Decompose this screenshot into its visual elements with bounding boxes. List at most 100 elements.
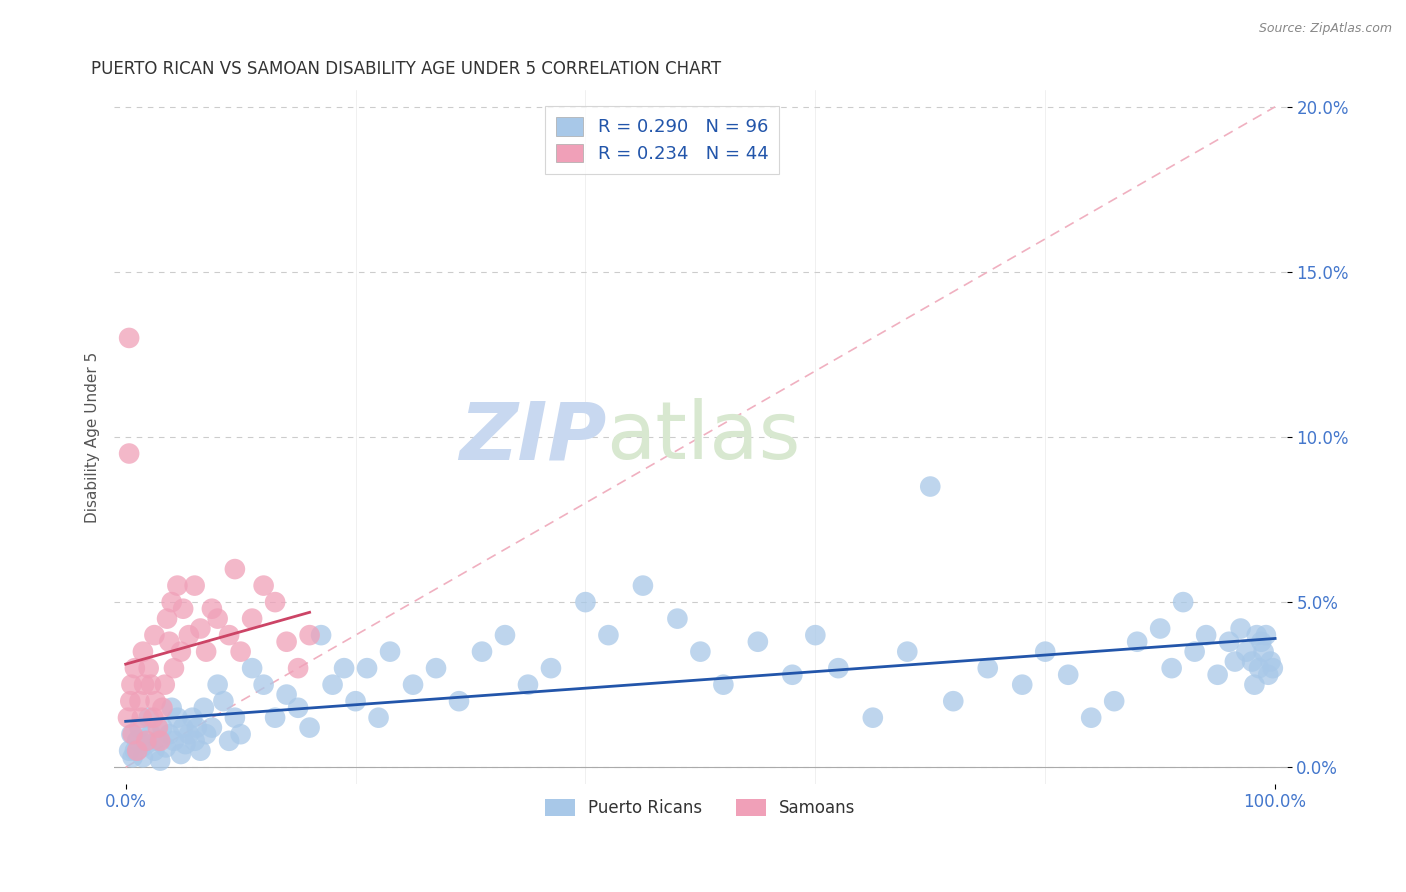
Point: [172, 601, 194, 615]
Point: [132, 645, 155, 659]
Point: [1149, 622, 1171, 636]
Point: [170, 747, 193, 761]
Point: [287, 661, 309, 675]
Point: [132, 678, 155, 692]
Point: [1206, 667, 1229, 681]
Point: [138, 711, 160, 725]
Point: [170, 645, 193, 659]
Point: [240, 612, 263, 626]
Point: [827, 661, 849, 675]
Point: [1011, 678, 1033, 692]
Point: [146, 721, 169, 735]
Point: [135, 737, 157, 751]
Point: [1253, 645, 1275, 659]
Point: [747, 634, 769, 648]
Text: PUERTO RICAN VS SAMOAN DISABILITY AGE UNDER 5 CORRELATION CHART: PUERTO RICAN VS SAMOAN DISABILITY AGE UN…: [91, 60, 721, 78]
Point: [218, 733, 240, 747]
Point: [287, 700, 309, 714]
Point: [120, 694, 142, 708]
Point: [494, 628, 516, 642]
Point: [862, 711, 884, 725]
Point: [149, 733, 172, 747]
Point: [1260, 655, 1282, 669]
Point: [143, 744, 166, 758]
Point: [124, 661, 146, 675]
Point: [166, 711, 188, 725]
Point: [344, 694, 367, 708]
Point: [1173, 595, 1195, 609]
Point: [218, 628, 240, 642]
Point: [276, 634, 298, 648]
Point: [1160, 661, 1182, 675]
Point: [120, 678, 142, 692]
Point: [1254, 628, 1277, 642]
Point: [447, 694, 470, 708]
Point: [1250, 634, 1272, 648]
Point: [163, 733, 186, 747]
Point: [190, 622, 212, 636]
Point: [207, 612, 229, 626]
Point: [402, 678, 425, 692]
Point: [517, 678, 540, 692]
Point: [160, 595, 183, 609]
Point: [264, 595, 287, 609]
Point: [977, 661, 1000, 675]
Point: [193, 700, 215, 714]
Point: [121, 727, 143, 741]
Point: [152, 700, 174, 714]
Point: [183, 579, 205, 593]
Point: [186, 721, 208, 735]
Point: [160, 700, 183, 714]
Point: [174, 737, 197, 751]
Point: [1218, 634, 1240, 648]
Point: [711, 678, 734, 692]
Point: [177, 727, 200, 741]
Point: [1247, 661, 1270, 675]
Point: [155, 740, 177, 755]
Point: [152, 721, 174, 735]
Point: [149, 754, 172, 768]
Point: [120, 727, 142, 741]
Point: [1184, 645, 1206, 659]
Point: [252, 678, 274, 692]
Point: [121, 750, 143, 764]
Point: [631, 579, 654, 593]
Point: [195, 645, 218, 659]
Point: [1126, 634, 1149, 648]
Point: [1033, 645, 1056, 659]
Point: [240, 661, 263, 675]
Point: [1261, 661, 1284, 675]
Point: [1057, 667, 1080, 681]
Point: [229, 727, 252, 741]
Point: [142, 711, 165, 725]
Point: [131, 711, 153, 725]
Point: [138, 661, 160, 675]
Point: [124, 744, 146, 758]
Point: [1223, 655, 1246, 669]
Point: [139, 727, 162, 741]
Point: [1257, 667, 1279, 681]
Point: [1080, 711, 1102, 725]
Point: [157, 727, 180, 741]
Point: [540, 661, 562, 675]
Point: [207, 678, 229, 692]
Point: [229, 645, 252, 659]
Point: [139, 678, 162, 692]
Point: [177, 628, 200, 642]
Point: [333, 661, 356, 675]
Point: [224, 711, 246, 725]
Point: [118, 744, 141, 758]
Point: [896, 645, 918, 659]
Point: [264, 711, 287, 725]
Point: [224, 562, 246, 576]
Point: [145, 694, 167, 708]
Point: [367, 711, 389, 725]
Point: [163, 661, 186, 675]
Point: [118, 446, 141, 460]
Point: [298, 721, 321, 735]
Point: [181, 711, 204, 725]
Point: [666, 612, 689, 626]
Point: [118, 331, 141, 345]
Point: [920, 479, 942, 493]
Point: [135, 733, 157, 747]
